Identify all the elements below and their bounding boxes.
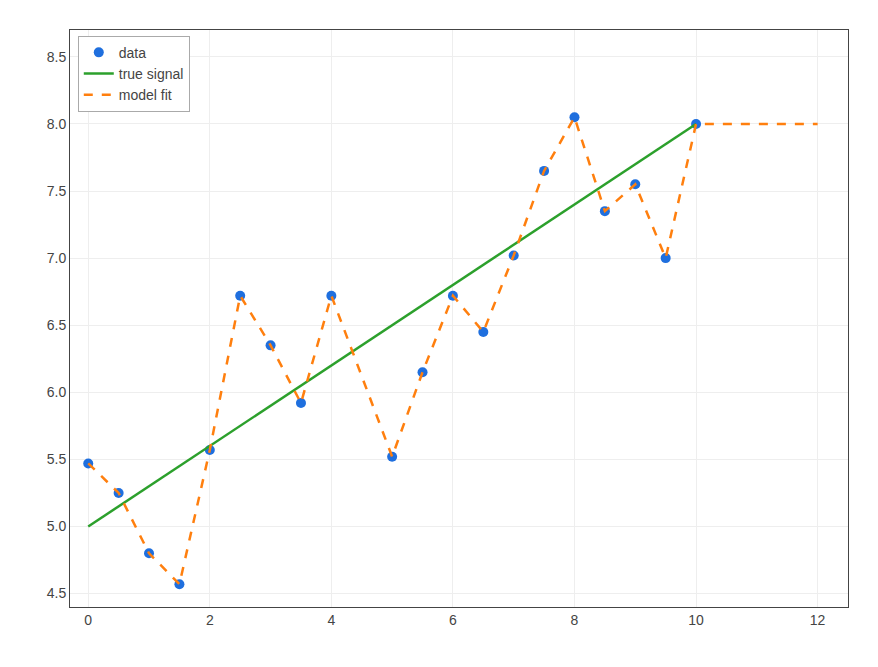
svg-text:0: 0 [84, 612, 92, 628]
svg-text:8.5: 8.5 [47, 49, 67, 65]
svg-text:true signal: true signal [119, 66, 184, 82]
svg-text:8: 8 [571, 612, 579, 628]
svg-text:10: 10 [688, 612, 704, 628]
svg-text:5.5: 5.5 [47, 451, 67, 467]
svg-text:8.0: 8.0 [47, 116, 67, 132]
svg-text:12: 12 [810, 612, 826, 628]
svg-text:2: 2 [206, 612, 214, 628]
svg-text:6.5: 6.5 [47, 317, 67, 333]
svg-text:model fit: model fit [119, 87, 172, 103]
svg-text:data: data [119, 45, 146, 61]
svg-text:7.5: 7.5 [47, 183, 67, 199]
svg-text:6.0: 6.0 [47, 384, 67, 400]
svg-text:5.0: 5.0 [47, 518, 67, 534]
svg-text:4: 4 [327, 612, 335, 628]
svg-text:4.5: 4.5 [47, 585, 67, 601]
svg-text:6: 6 [449, 612, 457, 628]
svg-text:7.0: 7.0 [47, 250, 67, 266]
